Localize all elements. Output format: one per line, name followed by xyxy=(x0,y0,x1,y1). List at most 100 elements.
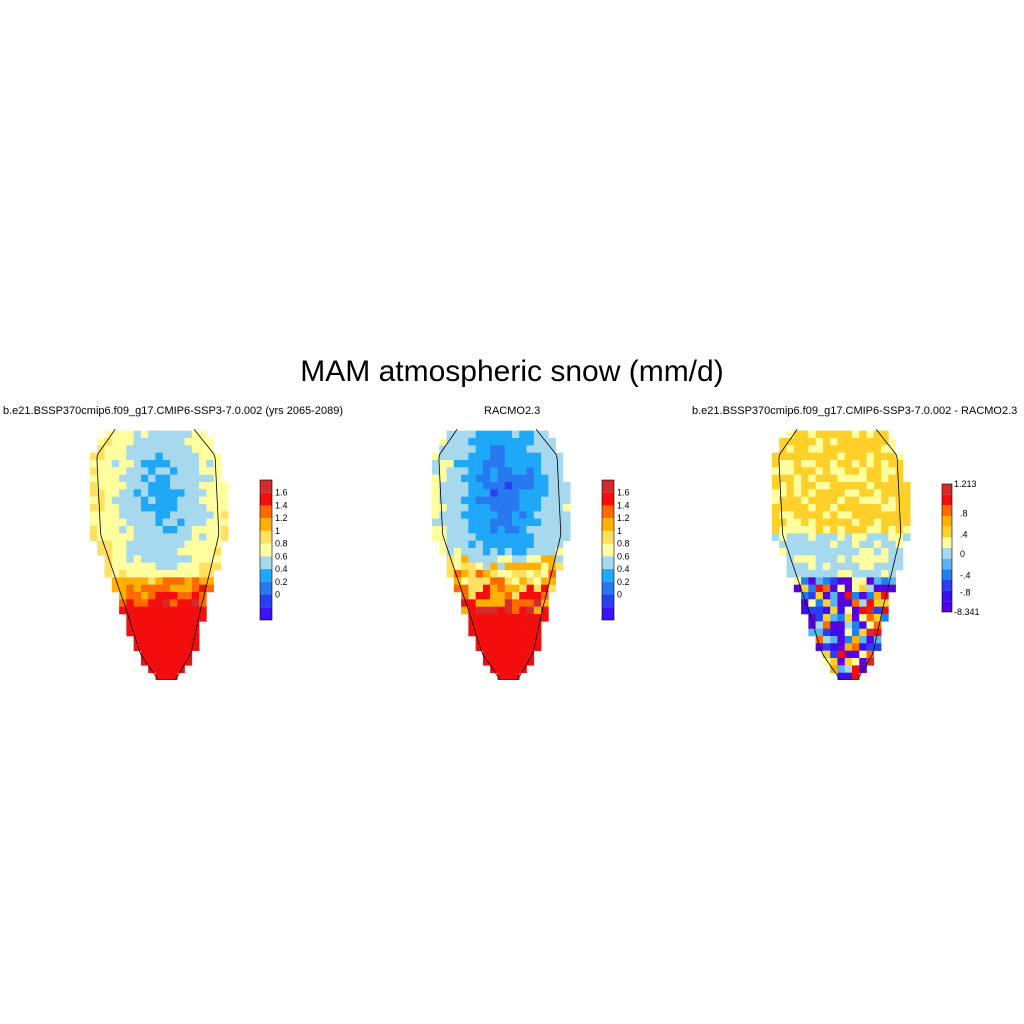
map-cell xyxy=(213,518,222,527)
map-cell xyxy=(519,445,527,453)
map-cell xyxy=(815,430,824,439)
map-cell xyxy=(133,474,142,483)
map-cell xyxy=(822,592,831,600)
map-cell xyxy=(793,555,802,563)
map-cell xyxy=(533,460,542,468)
map-cell xyxy=(562,482,571,490)
map-cell xyxy=(801,430,809,439)
map-cell xyxy=(148,511,156,519)
map-cell xyxy=(475,438,484,446)
map-cell xyxy=(191,482,200,490)
map-cell xyxy=(90,504,98,512)
map-cell xyxy=(155,430,164,439)
map-cell xyxy=(133,562,142,571)
map-cell xyxy=(184,518,193,527)
map-cell xyxy=(490,628,498,637)
map-cell xyxy=(852,445,860,453)
map-cell xyxy=(844,504,853,512)
map-cell xyxy=(162,511,171,519)
map-cell xyxy=(148,577,156,585)
map-cell xyxy=(786,489,795,497)
map-cell xyxy=(866,628,875,637)
map-cell xyxy=(548,570,556,578)
map-cell xyxy=(446,504,455,512)
map-cell xyxy=(126,438,134,446)
map-cell xyxy=(822,614,831,622)
map-cell xyxy=(97,526,105,534)
map-cell xyxy=(177,555,185,563)
map-cell xyxy=(837,518,846,527)
map-cell xyxy=(119,467,127,475)
map-cell xyxy=(140,540,149,549)
map-cell xyxy=(526,614,535,622)
map-cell xyxy=(191,460,200,468)
map-cell xyxy=(461,489,469,497)
map-cell xyxy=(801,482,809,490)
map-cell xyxy=(432,482,440,490)
map-cell xyxy=(859,438,867,446)
map-cell xyxy=(162,474,171,483)
map-cell xyxy=(482,548,491,556)
map-cell xyxy=(852,496,860,505)
map-cell xyxy=(213,489,222,497)
map-cell xyxy=(801,474,809,483)
map-cell xyxy=(177,562,185,571)
map-cell xyxy=(519,650,527,659)
map-cell xyxy=(852,555,860,563)
map-cell xyxy=(475,489,484,497)
map-cell xyxy=(490,643,498,651)
map-cell xyxy=(852,430,860,439)
map-cell xyxy=(490,650,498,659)
map-cell xyxy=(815,445,824,453)
map-cell xyxy=(453,562,462,571)
map-cell xyxy=(199,482,207,490)
map-cell xyxy=(111,430,120,439)
map-cell xyxy=(772,518,780,527)
map-cell xyxy=(432,496,440,505)
map-cell xyxy=(808,430,816,439)
map-cell xyxy=(104,511,113,519)
map-cell xyxy=(432,467,440,475)
map-cell xyxy=(126,474,134,483)
map-cell xyxy=(772,504,780,512)
map-cell xyxy=(90,489,98,497)
map-cell xyxy=(162,665,171,673)
map-cell xyxy=(126,621,134,629)
map-cell xyxy=(199,489,207,497)
map-cell xyxy=(830,592,838,600)
map-cell xyxy=(822,533,831,541)
map-cell xyxy=(162,540,171,549)
colorbar-swatch xyxy=(602,480,614,493)
colorbar-swatch xyxy=(260,492,272,506)
map-cell xyxy=(90,474,98,483)
map-cell xyxy=(526,518,535,527)
map-cell xyxy=(97,533,105,541)
map-cell xyxy=(220,518,229,527)
map-cell xyxy=(808,555,816,563)
map-cell xyxy=(548,518,556,527)
map-cell xyxy=(148,489,156,497)
map-cell xyxy=(526,438,535,446)
map-cell xyxy=(446,482,455,490)
map-cell xyxy=(177,518,185,527)
map-cell xyxy=(475,445,484,453)
map-cell xyxy=(475,548,484,556)
map-cell xyxy=(852,467,860,475)
map-cell xyxy=(104,504,113,512)
map-cell xyxy=(177,621,185,629)
colorbar-tick-label: 1.213 xyxy=(954,480,977,489)
map-cell xyxy=(213,511,222,519)
map-cell xyxy=(490,614,498,622)
map-cell xyxy=(446,452,455,461)
map-cell xyxy=(104,460,113,468)
map-cell xyxy=(482,496,491,505)
map-cell xyxy=(541,570,549,578)
map-cell xyxy=(555,518,564,527)
map-cell xyxy=(866,555,875,563)
map-cell xyxy=(199,467,207,475)
map-cell xyxy=(126,518,134,527)
map-cell xyxy=(191,577,200,585)
map-cell xyxy=(133,555,142,563)
map-cell xyxy=(490,460,498,468)
map-cell xyxy=(119,599,127,607)
